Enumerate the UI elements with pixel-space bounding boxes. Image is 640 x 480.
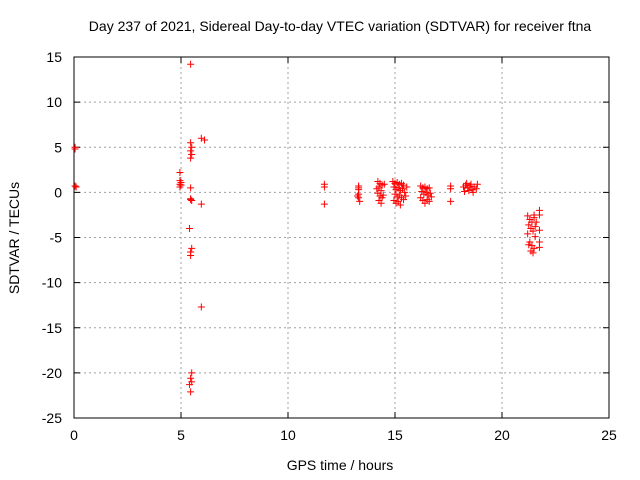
data-point [447,197,455,205]
data-point [356,197,364,205]
data-point [396,201,404,209]
data-point [188,150,196,158]
axis-ticks: 0 5 10 15 20 25 -25 -20 -15 -10 -5 0 5 10 15 [42,49,617,443]
data-point [394,197,402,205]
data-point [401,188,409,196]
data-point [377,199,385,207]
x-tick-label: 10 [280,427,296,443]
data-point [425,184,433,192]
data-point [447,185,455,193]
data-point [187,252,195,260]
data-point [187,60,195,68]
data-point [188,369,196,377]
data-point [354,192,362,200]
data-point [197,134,205,142]
data-point [469,188,477,196]
data-point [524,230,532,238]
data-point [465,187,473,195]
data-point [355,184,363,192]
y-tick-label: 5 [54,139,62,155]
data-point [187,374,195,382]
data-point [197,200,205,208]
y-tick-label: -20 [42,365,62,381]
y-tick-label: -15 [42,320,62,336]
data-point [473,180,481,188]
x-tick-label: 15 [387,427,403,443]
data-point [380,180,388,188]
data-point [403,183,411,191]
data-point [187,139,195,147]
data-point [421,199,429,207]
data-point [187,195,195,203]
x-tick-label: 5 [177,427,185,443]
data-point [461,187,469,195]
data-point [531,223,539,231]
data-point [320,200,328,208]
data-point [463,179,471,187]
data-point [186,381,194,389]
data-point [400,181,408,189]
data-points [71,60,543,396]
data-point [535,243,543,251]
y-tick-label: 0 [54,184,62,200]
data-point [197,303,205,311]
y-axis-label: SDTVAR / TECUs [6,182,22,294]
x-axis-label: GPS time / hours [287,457,394,473]
data-point [201,136,209,144]
y-tick-label: 15 [46,49,62,65]
data-point [187,147,195,155]
data-point [71,182,79,190]
data-point [398,185,406,193]
data-point [187,388,195,396]
data-point [71,143,79,151]
data-point [176,183,184,191]
data-point [188,196,196,204]
data-point [72,183,80,191]
x-tick-label: 0 [70,427,78,443]
data-point [529,249,537,257]
data-point [187,184,195,192]
data-point [529,227,537,235]
data-point [400,196,408,204]
data-point [524,212,532,220]
data-point [532,218,540,226]
y-tick-label: 10 [46,94,62,110]
data-point [525,241,533,249]
data-point [427,193,435,201]
data-point [426,189,434,197]
data-point [525,221,533,229]
data-point [176,169,184,177]
data-point [535,226,543,234]
data-point [187,154,195,162]
data-point [535,211,543,219]
data-point [472,185,480,193]
data-point [355,194,363,202]
grid [74,57,609,418]
y-tick-label: -10 [42,275,62,291]
data-point [467,180,475,188]
y-tick-label: -5 [50,230,63,246]
data-point [531,233,539,241]
chart-title: Day 237 of 2021, Sidereal Day-to-day VTE… [89,18,592,34]
data-point [373,185,381,193]
data-point [320,183,328,191]
data-point [186,224,194,232]
data-point [402,192,410,200]
data-point [188,143,196,151]
data-point [379,191,387,199]
data-point [177,181,185,189]
x-tick-label: 25 [601,427,617,443]
x-tick-label: 20 [494,427,510,443]
data-point [188,244,196,252]
y-tick-label: -25 [42,410,62,426]
data-point [425,197,433,205]
